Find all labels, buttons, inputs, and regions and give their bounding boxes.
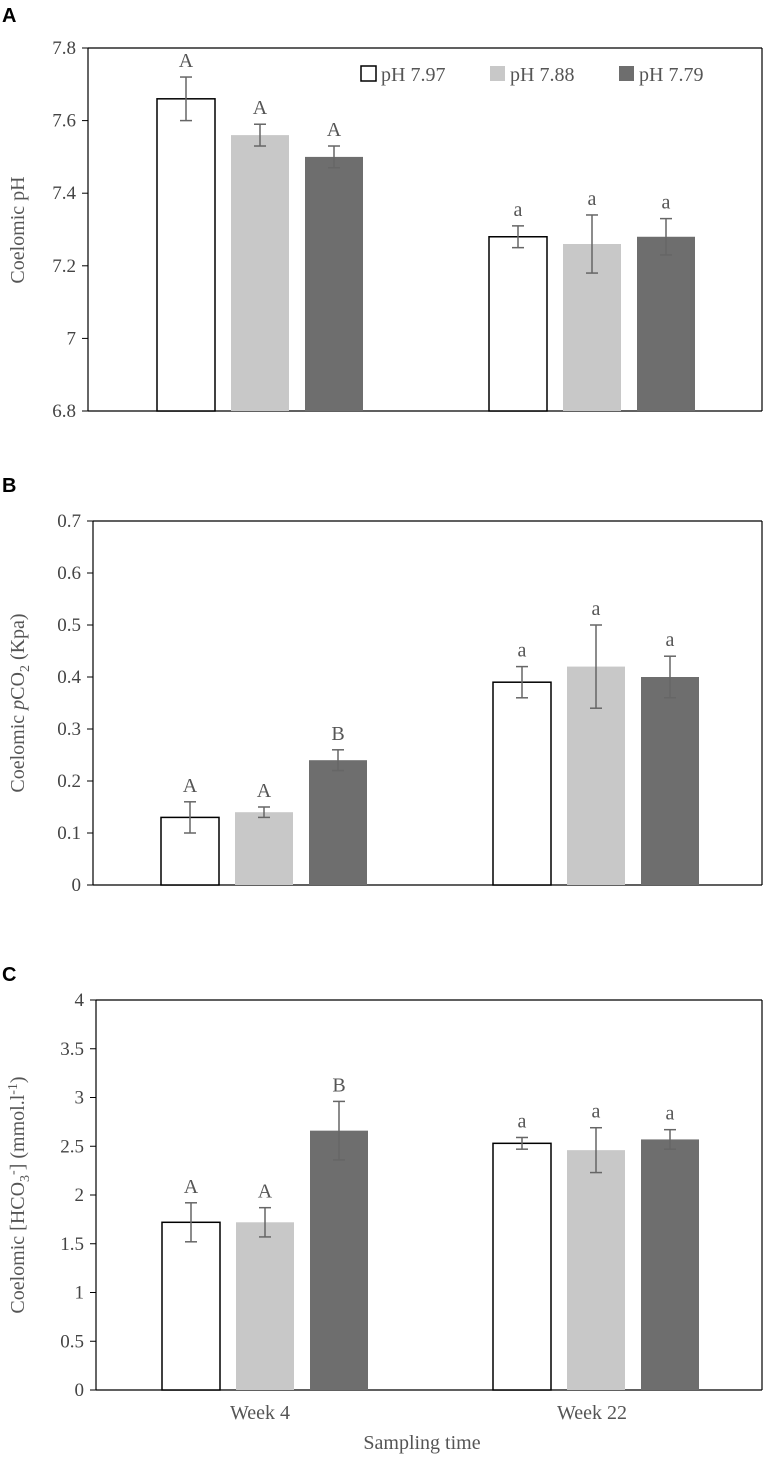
y-tick-label: 0.3 — [57, 719, 81, 740]
y-tick-label: 0 — [72, 875, 82, 896]
bar — [156, 98, 216, 412]
y-tick-label: 7.2 — [52, 256, 76, 277]
x-category-week-4: Week 4 — [230, 1402, 290, 1424]
significance-label: a — [592, 598, 601, 620]
y-tick-label: 0.1 — [57, 823, 81, 844]
significance-label: a — [592, 1101, 601, 1123]
y-tick-label: 0.5 — [57, 615, 81, 636]
bar — [641, 1139, 699, 1390]
y-tick-label: 2 — [75, 1185, 85, 1206]
legend: pH 7.97 pH 7.88 pH 7.79 — [360, 64, 703, 86]
panel-c-y-axis-label: Coelomic [HCO3-] (mmol.l-1) — [6, 1076, 33, 1313]
y-tick-label: 0.7 — [57, 511, 81, 532]
x-category-week-22: Week 22 — [557, 1402, 627, 1424]
bar — [309, 760, 367, 885]
bar — [492, 681, 552, 886]
y-tick-label: 0.6 — [57, 563, 81, 584]
significance-label: a — [518, 640, 527, 662]
significance-label: a — [666, 1103, 675, 1125]
significance-label: A — [253, 97, 268, 119]
panel-b-label: B — [2, 475, 16, 497]
y-tick-label: 0.2 — [57, 771, 81, 792]
significance-label: A — [257, 780, 272, 802]
panel-b-plot: 0 0.1 0.2 0.3 0.4 0.5 0.6 0.7 Aa Aa Ba — [57, 511, 763, 896]
significance-label: A — [179, 50, 194, 72]
significance-label: A — [327, 119, 342, 141]
bar — [236, 1222, 294, 1390]
significance-label: A — [184, 1176, 199, 1198]
panel-a-plot: 6.8 7 7.2 7.4 7.6 7.8 Aa Aa Aa — [52, 38, 763, 422]
x-axis-label: Sampling time — [363, 1432, 480, 1454]
legend-label-3: pH 7.79 — [639, 64, 703, 86]
y-tick-label: 0.5 — [60, 1331, 84, 1352]
legend-swatch-3 — [619, 66, 634, 81]
significance-label: B — [332, 1074, 345, 1096]
bar — [641, 677, 699, 885]
bar — [305, 156, 363, 411]
legend-swatch-1 — [360, 65, 377, 82]
y-tick-label: 0.4 — [57, 667, 81, 688]
y-tick-label: 6.8 — [52, 401, 76, 422]
panel-c-label: C — [2, 964, 16, 986]
bar — [492, 1142, 552, 1391]
bar — [161, 1221, 221, 1391]
y-tick-label: 1 — [75, 1283, 85, 1304]
y-tick-label: 7.4 — [52, 183, 76, 204]
y-tick-label: 4 — [75, 990, 85, 1011]
bar — [637, 236, 695, 411]
panel-c-plot: 0 0.5 1 1.5 2 2.5 3 3.5 4 Aa Aa Ba — [60, 990, 763, 1401]
legend-label-2: pH 7.88 — [510, 64, 574, 86]
panel-a-label: A — [2, 5, 16, 27]
significance-label: B — [331, 723, 344, 745]
significance-label: a — [666, 629, 675, 651]
y-tick-label: 7 — [67, 328, 77, 349]
y-tick-label: 3.5 — [60, 1039, 84, 1060]
panel-a-y-axis-label: Coelomic pH — [7, 176, 29, 283]
panel-c: C Coelomic [HCO3-] (mmol.l-1) 0 0.5 1 1.5 2 2… — [2, 964, 763, 1454]
panel-b-y-axis-label: Coelomic pCO2 (Kpa) — [7, 613, 33, 792]
y-tick-label: 7.6 — [52, 111, 76, 132]
bar — [310, 1130, 368, 1390]
bar — [235, 812, 293, 885]
significance-label: a — [588, 188, 597, 210]
significance-label: A — [258, 1181, 273, 1203]
panel-a: A Coelomic pH 6.8 7 7.2 7.4 7.6 7.8 Aa Aa Aa pH … — [2, 5, 763, 422]
panel-b: B Coelomic pCO2 (Kpa) 0 0.1 0.2 0.3 0.4 0.5 0.… — [2, 475, 763, 896]
bar — [488, 236, 548, 412]
y-tick-label: 2.5 — [60, 1136, 84, 1157]
bar — [567, 1150, 625, 1390]
bar — [231, 135, 289, 411]
legend-label-1: pH 7.97 — [381, 64, 445, 86]
significance-label: a — [518, 1110, 527, 1132]
significance-label: a — [514, 199, 523, 221]
y-tick-label: 0 — [75, 1380, 85, 1401]
significance-label: A — [183, 775, 198, 797]
legend-swatch-2 — [490, 66, 505, 81]
y-tick-label: 1.5 — [60, 1234, 84, 1255]
y-tick-label: 3 — [75, 1088, 85, 1109]
y-tick-label: 7.8 — [52, 38, 76, 59]
significance-label: a — [662, 192, 671, 214]
